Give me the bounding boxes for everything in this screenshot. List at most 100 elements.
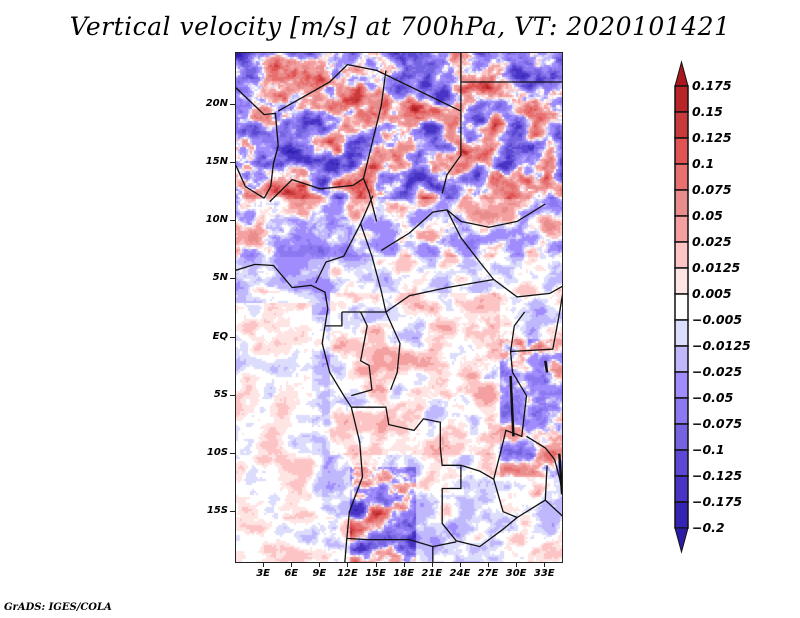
- y-tick-mark: [230, 452, 235, 454]
- border-line: [385, 311, 401, 391]
- x-tick-mark: [544, 563, 546, 567]
- colorbar-label: −0.125: [692, 468, 743, 483]
- colorbar-box: [674, 319, 689, 347]
- colorbar-label: 0.0125: [692, 260, 741, 275]
- border-line: [493, 465, 548, 519]
- colorbar-box: [674, 163, 689, 191]
- colorbar-bottom-triangle: [674, 527, 689, 554]
- country-borders: [236, 53, 562, 562]
- border-line: [236, 87, 279, 146]
- border-line: [493, 278, 562, 298]
- colorbar-box: [674, 371, 689, 399]
- x-tick-label: 30E: [505, 568, 527, 579]
- colorbar-label: 0.125: [692, 130, 732, 145]
- colorbar-label: −0.025: [692, 364, 743, 379]
- border-line: [263, 145, 279, 199]
- border-line: [347, 63, 462, 194]
- colorbar-box: [674, 397, 689, 425]
- border-line: [510, 293, 562, 353]
- colorbar-box: [674, 449, 689, 477]
- y-tick-mark: [230, 162, 235, 164]
- colorbar-box: [674, 215, 689, 243]
- border-line: [346, 537, 457, 548]
- x-tick-mark: [459, 563, 461, 567]
- border-line: [362, 70, 387, 179]
- y-tick-label: 5S: [213, 388, 228, 400]
- colorbar-label: −0.175: [692, 494, 743, 509]
- border-line: [470, 517, 518, 548]
- x-tick-label: 9E: [312, 568, 327, 579]
- colorbar-label: 0.005: [692, 286, 732, 301]
- colorbar: [674, 60, 689, 554]
- colorbar-label: −0.075: [692, 416, 743, 431]
- colorbar-box: [674, 241, 689, 269]
- map-plot-area: [235, 52, 563, 563]
- y-tick-mark: [230, 394, 235, 396]
- y-tick-mark: [230, 278, 235, 280]
- lake-outline: [509, 375, 515, 437]
- colorbar-label: 0.025: [692, 234, 732, 249]
- border-line: [446, 203, 546, 228]
- border-line: [526, 435, 562, 494]
- colorbar-label: 0.15: [692, 104, 723, 119]
- colorbar-label: 0.075: [692, 182, 732, 197]
- x-tick-label: 33E: [533, 568, 555, 579]
- colorbar-box: [674, 475, 689, 503]
- border-line: [236, 165, 265, 199]
- y-tick-mark: [230, 336, 235, 338]
- border-line: [351, 311, 373, 397]
- border-line: [380, 209, 495, 280]
- colorbar-label: 0.05: [692, 208, 723, 223]
- x-tick-label: 21E: [421, 568, 443, 579]
- x-tick-label: 27E: [477, 568, 499, 579]
- colorbar-label: −0.05: [692, 390, 734, 405]
- colorbar-label: 0.1: [692, 156, 715, 171]
- y-tick-mark: [230, 220, 235, 222]
- border-line: [441, 465, 471, 545]
- colorbar-box: [674, 345, 689, 373]
- colorbar-box: [674, 423, 689, 451]
- x-tick-label: 24E: [449, 568, 471, 579]
- colorbar-label: −0.0125: [692, 338, 751, 353]
- lake-outline: [544, 360, 549, 373]
- border-line: [351, 406, 461, 466]
- x-tick-mark: [375, 563, 377, 567]
- x-tick-mark: [347, 563, 349, 567]
- x-tick-label: 12E: [337, 568, 358, 579]
- chart-title: Vertical velocity [m/s] at 700hPa, VT: 2…: [69, 12, 731, 41]
- border-line: [269, 177, 378, 222]
- y-tick-label: 20N: [205, 98, 228, 110]
- border-line: [325, 312, 343, 327]
- colorbar-label: −0.1: [692, 442, 725, 457]
- colorbar-box: [674, 293, 689, 321]
- x-tick-mark: [431, 563, 433, 567]
- colorbar-box: [674, 189, 689, 217]
- colorbar-box: [674, 85, 689, 113]
- border-line: [460, 311, 528, 481]
- x-tick-mark: [319, 563, 321, 567]
- x-tick-mark: [403, 563, 405, 567]
- lake-outline: [558, 453, 562, 495]
- vertical-velocity-field: [236, 53, 562, 562]
- x-tick-label: 6E: [284, 568, 299, 579]
- colorbar-label: 0.175: [692, 78, 732, 93]
- x-tick-mark: [263, 563, 265, 567]
- colorbar-box: [674, 137, 689, 165]
- border-line: [385, 278, 494, 313]
- x-tick-label: 18E: [393, 568, 415, 579]
- colorbar-box: [674, 501, 689, 529]
- colorbar-box: [674, 267, 689, 295]
- y-tick-label: 10S: [206, 446, 228, 458]
- colorbar-label: −0.2: [692, 520, 725, 535]
- y-tick-mark: [230, 510, 235, 512]
- x-tick-mark: [291, 563, 293, 567]
- border-line: [277, 64, 348, 112]
- x-tick-mark: [516, 563, 518, 567]
- x-tick-label: 15E: [365, 568, 386, 579]
- colorbar-box: [674, 111, 689, 139]
- border-line: [359, 223, 387, 313]
- colorbar-top-triangle: [674, 60, 689, 87]
- x-tick-mark: [488, 563, 490, 567]
- y-tick-label: 15N: [205, 156, 228, 168]
- y-tick-label: 5N: [212, 272, 228, 284]
